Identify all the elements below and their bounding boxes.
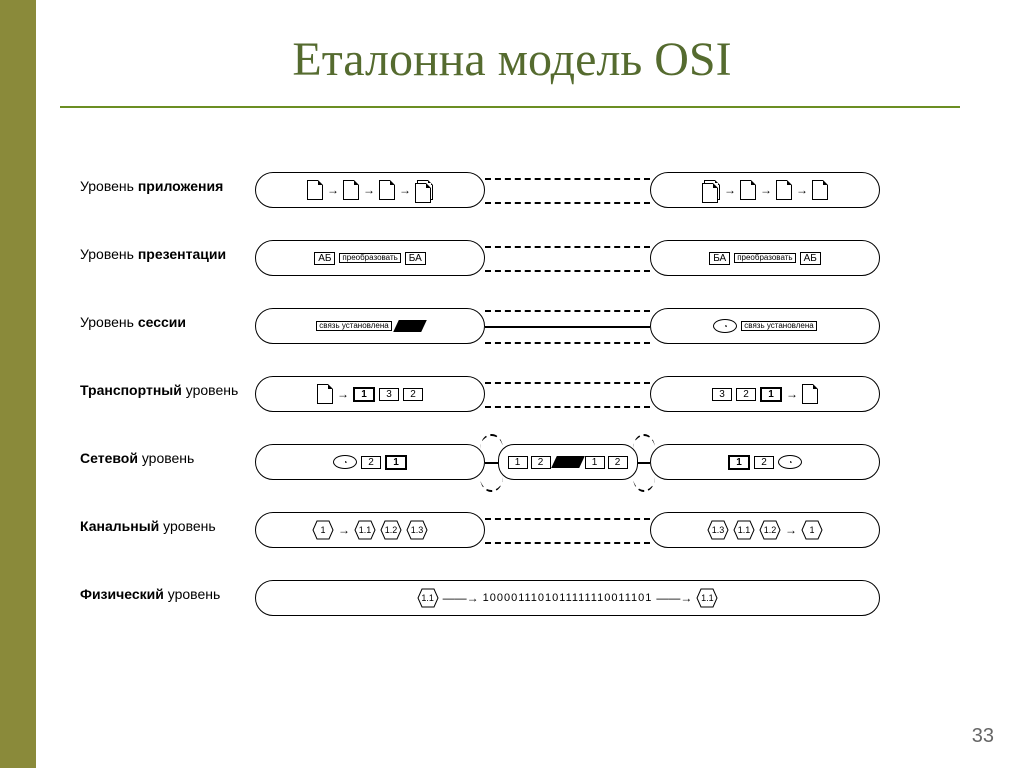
page-number: 33 (972, 725, 994, 748)
left-capsule: ◔21 (255, 444, 485, 480)
osi-row-0: Уровень приложения →→→ →→→ (60, 160, 970, 220)
network-hub: 1212 (498, 444, 638, 480)
right-capsule: →→→ (650, 172, 880, 208)
left-capsule: 1→1.11.21.3 (255, 512, 485, 548)
right-capsule: ◔связь установлена (650, 308, 880, 344)
row-label: Транспортный уровень (80, 382, 238, 398)
physical-capsule: 1.1——→1000011101011111110011101——→1.1 (255, 580, 880, 616)
osi-diagram: Уровень приложения →→→ →→→ Уровень презента… (60, 160, 970, 720)
osi-row-2: Уровень сессии связь установлена ◔связь ус… (60, 296, 970, 356)
row-label: Канальный уровень (80, 518, 216, 534)
row-label: Уровень сессии (80, 314, 186, 330)
osi-row-3: Транспортный уровень →132 321→ (60, 364, 970, 424)
row-label: Сетевой уровень (80, 450, 194, 466)
title-rule (60, 106, 960, 108)
row-label: Физический уровень (80, 586, 220, 602)
left-capsule: →132 (255, 376, 485, 412)
left-capsule: связь установлена (255, 308, 485, 344)
row-label: Уровень презентации (80, 246, 226, 262)
right-capsule: 1.31.11.2→1 (650, 512, 880, 548)
left-capsule: АБпреобразоватьБА (255, 240, 485, 276)
osi-row-6: Физический уровень 1.1——→1000011101011111… (60, 568, 970, 628)
right-capsule: БАпреобразоватьАБ (650, 240, 880, 276)
slide-sidebar (0, 0, 36, 768)
right-capsule: 12◔ (650, 444, 880, 480)
row-label: Уровень приложения (80, 178, 223, 194)
right-capsule: 321→ (650, 376, 880, 412)
osi-row-1: Уровень презентации АБпреобразоватьБА БАпр… (60, 228, 970, 288)
slide-title: Еталонна модель OSI (0, 32, 1024, 87)
osi-row-4: Сетевой уровень ◔21 12◔ 1212 (60, 432, 970, 492)
left-capsule: →→→ (255, 172, 485, 208)
osi-row-5: Канальный уровень 1→1.11.21.3 1.31.11.2→1 (60, 500, 970, 560)
